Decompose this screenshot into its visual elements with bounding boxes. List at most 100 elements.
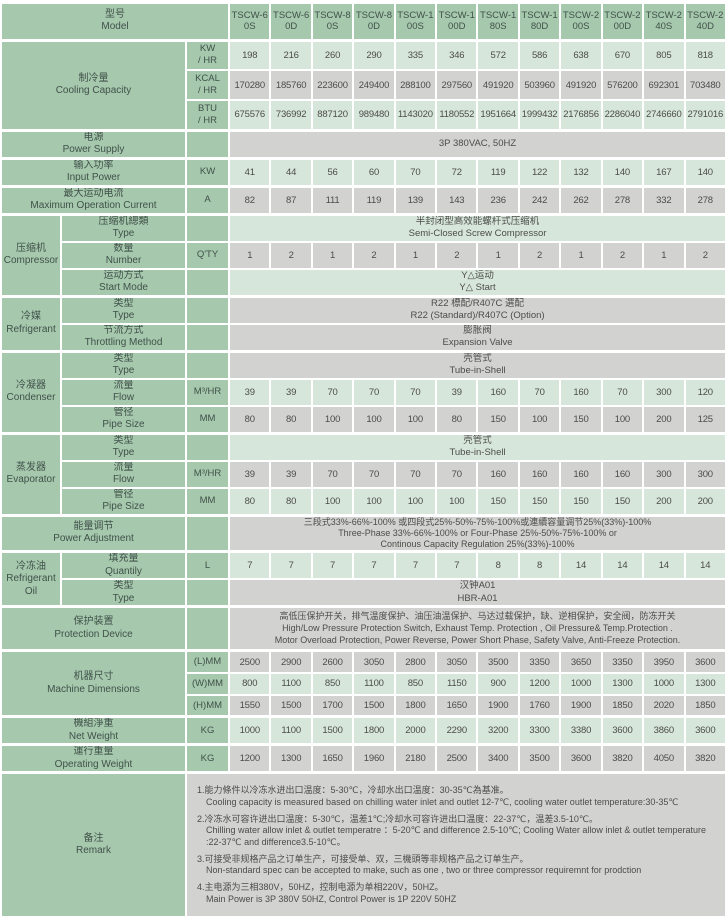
section-label-dimensions: 机器尺寸 Machine Dimensions <box>0 649 187 718</box>
model-column-header: TSCW-180S <box>476 2 520 41</box>
value-cell: 260 <box>310 38 355 71</box>
value-cell: 111 <box>310 184 355 215</box>
merged-value-cell: 壳管式 Tube-in-Shell <box>228 349 727 380</box>
spec-row-input-power: 输入功率 Input Power KW 41 44 56 60 70 72 119 122 132 1… <box>0 156 727 187</box>
value-cell: 1300 <box>600 671 645 696</box>
remark-label: 备注 Remark <box>0 771 187 919</box>
merged-value-cell: R22 標配/R407C 選配 R22 (Standard)/R407C (Op… <box>228 294 727 325</box>
value-cell: 335 <box>393 38 438 71</box>
value-cell: 1000 <box>228 715 272 746</box>
value-cell: 2 <box>435 240 479 270</box>
value-cell: 1100 <box>269 671 313 696</box>
section-label-operating-weight: 運行重量 Operating Weight <box>0 743 187 774</box>
value-cell: 87 <box>269 184 313 215</box>
value-cell: 3860 <box>642 715 686 746</box>
group-label-condenser: 冷凝器 Condenser <box>0 349 62 434</box>
value-cell: 3050 <box>435 649 479 674</box>
spec-row-dimensions: 机器尺寸 Machine Dimensions (L)MM 2500 2900 2600… <box>0 649 727 718</box>
model-column-header: TSCW-100D <box>435 2 479 41</box>
value-cell: 39 <box>269 459 313 489</box>
value-cell: 3350 <box>600 649 645 674</box>
value-cell: 2500 <box>435 743 479 774</box>
value-cell: 989480 <box>352 99 396 131</box>
unit-cell: (H)MM <box>184 693 231 718</box>
model-column-header: TSCW-240S <box>642 2 686 41</box>
value-cell: 3500 <box>517 743 562 774</box>
value-cell: 120 <box>683 377 727 407</box>
value-cell: 2 <box>517 240 562 270</box>
value-cell: 3200 <box>476 715 520 746</box>
remark-row: 备注 Remark 1.能力條件以冷冻水进出口温度：5-30℃，冷却水出口温度：3… <box>0 771 727 919</box>
value-cell: 692301 <box>642 69 686 101</box>
value-cell: 70 <box>517 377 562 407</box>
value-cell: 887120 <box>310 99 355 131</box>
value-cell: 736992 <box>269 99 313 131</box>
value-cell: 140 <box>600 156 645 187</box>
remark-item-4: 4.主电源为三相380V，50HZ，控制电源为单相220V，50HZ。 Main … <box>197 882 719 905</box>
merged-value-cell: 高低压保护开关，排气温度保护、油压油温保护、马达过载保护，缺、逆相保护，安全阀，… <box>228 605 727 652</box>
value-cell: 670 <box>600 38 645 71</box>
value-cell: 39 <box>228 377 272 407</box>
value-cell: 1850 <box>600 693 645 718</box>
section-label-power-adjustment: 能量调节 Power Adjustment <box>0 513 187 553</box>
spec-row-max-current: 最大运动电流 Maximum Operation Current A 82 87 111… <box>0 184 727 215</box>
value-cell: 703480 <box>683 69 727 101</box>
unit-cell: A <box>184 184 231 215</box>
value-cell: 2180 <box>393 743 438 774</box>
spec-row-refrigerant: 节流方式 Throttling Method 膨胀阀 Expansion Valv… <box>1 322 727 352</box>
value-cell: 1 <box>393 240 438 270</box>
unit-cell: KG <box>184 743 231 774</box>
spec-row-refrigerant: 冷媒 Refrigerant 类型 Type R22 標配/R407C 選配 R22… <box>0 294 727 352</box>
value-cell: 346 <box>435 38 479 71</box>
model-column-header: TSCW-80D <box>352 2 396 41</box>
model-header-label: 型号 Model <box>0 2 231 41</box>
value-cell: 1 <box>476 240 520 270</box>
value-cell: 1000 <box>642 671 686 696</box>
value-cell: 70 <box>393 377 438 407</box>
spec-row-condenser: 冷凝器 Condenser 类型 Type 壳管式 Tube-in-Shell <box>0 349 727 434</box>
value-cell: 80 <box>269 486 313 516</box>
value-cell: 1200 <box>228 743 272 774</box>
value-cell: 150 <box>476 486 520 516</box>
value-cell: 1100 <box>269 715 313 746</box>
unit-cell <box>184 128 231 159</box>
value-cell: 1800 <box>352 715 396 746</box>
value-cell: 3500 <box>476 649 520 674</box>
value-cell: 170280 <box>228 69 272 101</box>
row-label-condenser: 管径 Pipe Size <box>60 404 187 434</box>
value-cell: 100 <box>600 404 645 434</box>
value-cell: 139 <box>393 184 438 215</box>
value-cell: 290 <box>352 38 396 71</box>
row-label-condenser: 类型 Type <box>60 349 187 380</box>
value-cell: 3650 <box>559 649 603 674</box>
value-cell: 1 <box>228 240 272 270</box>
value-cell: 7 <box>310 550 355 581</box>
value-cell: 3300 <box>517 715 562 746</box>
group-label-evaporator: 蒸发器 Evaporator <box>0 431 62 516</box>
spec-row-evaporator: 流量 Flow M³/HR 39 39 70 70 70 70 160 160 160 160 300 3… <box>1 459 727 489</box>
unit-cell: BTU / HR <box>184 99 231 131</box>
value-cell: 80 <box>228 486 272 516</box>
remark-item-zh: 1.能力條件以冷冻水进出口温度：5-30℃，冷却水出口温度：30-35℃為基准。 <box>197 785 509 796</box>
remark-item-zh: 3.可接受非规格产品之订单生产，可接受单、双，三機頭等非规格产品之订单生产。 <box>197 853 529 864</box>
value-cell: 39 <box>228 459 272 489</box>
model-header-row: 型号 Model TSCW-60S TSCW-60D TSCW-80S TSCW-80D… <box>0 2 727 41</box>
value-cell: 1900 <box>559 693 603 718</box>
value-cell: 56 <box>310 156 355 187</box>
value-cell: 1300 <box>683 671 727 696</box>
remark-item-en: Cooling capacity is measured based on ch… <box>206 796 679 807</box>
row-label-refrigerant: 类型 Type <box>60 294 187 325</box>
unit-cell: L <box>184 550 231 581</box>
value-cell: 1100 <box>352 671 396 696</box>
value-cell: 262 <box>559 184 603 215</box>
value-cell: 70 <box>435 459 479 489</box>
value-cell: 100 <box>517 404 562 434</box>
value-cell: 2020 <box>642 693 686 718</box>
value-cell: 2500 <box>228 649 272 674</box>
value-cell: 1500 <box>352 693 396 718</box>
value-cell: 3350 <box>517 649 562 674</box>
value-cell: 2 <box>269 240 313 270</box>
unit-cell: KCAL / HR <box>184 69 231 101</box>
value-cell: 3400 <box>476 743 520 774</box>
